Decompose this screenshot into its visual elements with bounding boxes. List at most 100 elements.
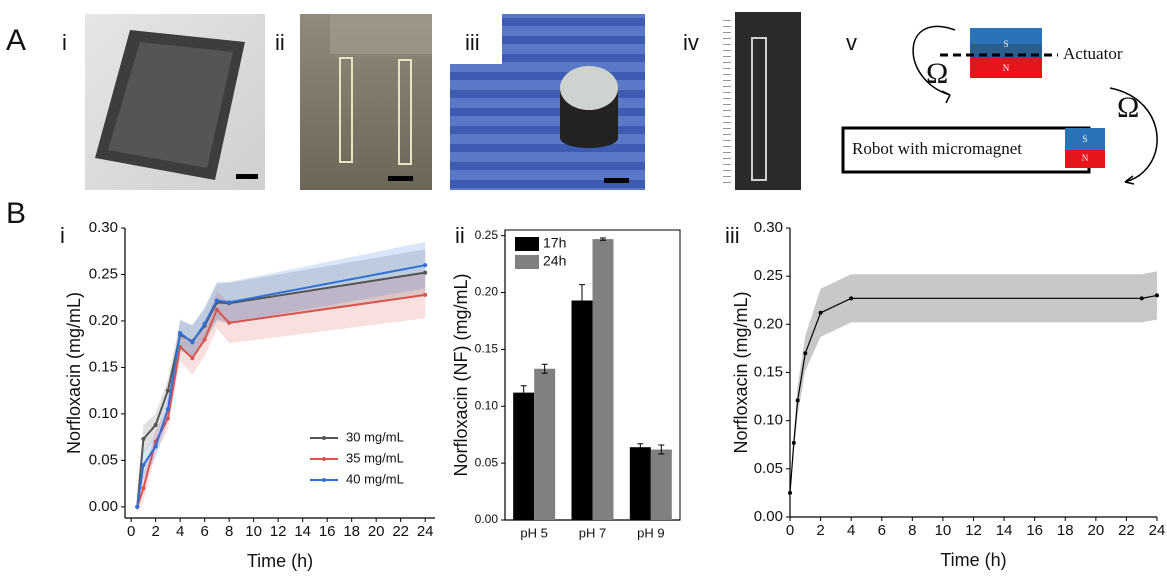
point xyxy=(849,296,854,301)
y-tick-label: 0.20 xyxy=(89,312,118,329)
point xyxy=(214,307,219,312)
point xyxy=(795,398,800,403)
error-bar xyxy=(520,385,527,400)
y-axis-title: Norfloxacin (NF) (mg/mL) xyxy=(451,273,471,476)
point xyxy=(227,320,232,325)
x-tick-label: 24 xyxy=(417,523,434,540)
legend-swatch xyxy=(515,237,539,251)
error-bar xyxy=(579,284,585,317)
legend-label: 24h xyxy=(543,253,566,269)
point xyxy=(227,300,232,305)
bar xyxy=(571,300,593,520)
point xyxy=(141,436,146,441)
y-tick-label: 0.25 xyxy=(754,267,783,284)
x-tick-label: 4 xyxy=(847,522,855,539)
diagram-label: Robot with micromagnet xyxy=(852,139,1022,158)
x-tick-label: 10 xyxy=(935,522,952,539)
error-bar xyxy=(600,237,606,241)
point xyxy=(135,504,140,509)
point xyxy=(165,416,170,421)
point xyxy=(791,440,796,445)
photo-iv xyxy=(723,12,801,190)
y-tick-label: 0.20 xyxy=(475,285,499,299)
y-axis-title: Norfloxacin (mg/mL) xyxy=(64,292,84,454)
x-tick-label: 4 xyxy=(176,523,184,540)
diagram-v xyxy=(841,25,1158,185)
y-tick-label: 0.05 xyxy=(89,451,118,468)
subpanel-label: v xyxy=(846,30,857,55)
y-tick-label: 0.00 xyxy=(89,498,118,515)
x-tick-label: 20 xyxy=(1087,522,1104,539)
bar xyxy=(629,447,651,520)
point xyxy=(423,292,428,297)
x-tick-label: 0 xyxy=(127,523,135,540)
x-tick-label: pH 9 xyxy=(637,525,664,540)
point xyxy=(178,344,183,349)
legend-label: 30 mg/mL xyxy=(346,429,404,444)
x-tick-label: 0 xyxy=(786,522,794,539)
line xyxy=(136,293,426,508)
y-tick-label: 0.00 xyxy=(754,508,783,525)
x-tick-label: 16 xyxy=(319,523,336,540)
point xyxy=(214,298,219,303)
error-band xyxy=(137,271,426,512)
point xyxy=(190,356,195,361)
y-tick-label: 0.30 xyxy=(754,219,783,236)
point xyxy=(165,407,170,412)
y-tick-label: 0.20 xyxy=(754,315,783,332)
bar xyxy=(592,239,614,521)
x-tick-label: 12 xyxy=(965,522,982,539)
y-tick-label: 0.30 xyxy=(89,219,118,236)
bar xyxy=(534,368,556,520)
legend-swatch xyxy=(515,255,539,269)
error-bar xyxy=(658,444,665,455)
magnet-pole: N xyxy=(1003,63,1010,73)
x-tick-label: pH 7 xyxy=(579,525,606,540)
photo-i xyxy=(85,14,265,190)
x-tick-label: 20 xyxy=(368,523,385,540)
line xyxy=(136,264,426,507)
legend-label: 40 mg/mL xyxy=(346,471,404,486)
point xyxy=(423,270,428,275)
legend-marker xyxy=(322,457,326,461)
point xyxy=(202,337,207,342)
point xyxy=(178,331,183,336)
bar xyxy=(650,449,672,520)
point xyxy=(153,423,158,428)
panel-label: B xyxy=(6,197,26,230)
point xyxy=(202,321,207,326)
point xyxy=(423,263,428,268)
point xyxy=(818,310,823,315)
x-tick-label: 2 xyxy=(151,523,159,540)
y-tick-label: 0.10 xyxy=(475,398,499,412)
x-axis-title: Time (h) xyxy=(247,551,313,571)
diagram-label: Actuator xyxy=(1063,44,1123,63)
legend-marker xyxy=(322,436,326,440)
legend-label: 35 mg/mL xyxy=(346,450,404,465)
y-tick-label: 0.10 xyxy=(89,405,118,422)
subpanel-label: iv xyxy=(683,30,699,55)
x-tick-label: 22 xyxy=(1118,522,1135,539)
y-tick-label: 0.15 xyxy=(89,358,118,375)
photo-ii xyxy=(300,14,432,190)
y-axis-title: Norfloxacin (mg/mL) xyxy=(731,291,751,453)
point xyxy=(141,486,146,491)
error-band xyxy=(137,241,426,512)
legend-label: 17h xyxy=(543,235,566,251)
magnet-pole: N xyxy=(1082,153,1089,163)
omega: Ω xyxy=(1117,91,1139,124)
y-tick-label: 0.00 xyxy=(475,512,499,526)
x-tick-label: 6 xyxy=(200,523,208,540)
point xyxy=(165,388,170,393)
subpanel-label: iii xyxy=(465,30,480,55)
x-tick-label: 22 xyxy=(392,523,409,540)
x-tick-label: 14 xyxy=(294,523,311,540)
x-tick-label: 16 xyxy=(1026,522,1043,539)
x-tick-label: 10 xyxy=(245,523,262,540)
x-tick-label: 18 xyxy=(1057,522,1074,539)
magnet-pole: S xyxy=(1003,39,1008,49)
y-tick-label: 0.25 xyxy=(89,265,118,282)
subpanel-label: i xyxy=(62,30,67,55)
subpanel-label: i xyxy=(60,223,65,248)
point xyxy=(788,490,792,495)
